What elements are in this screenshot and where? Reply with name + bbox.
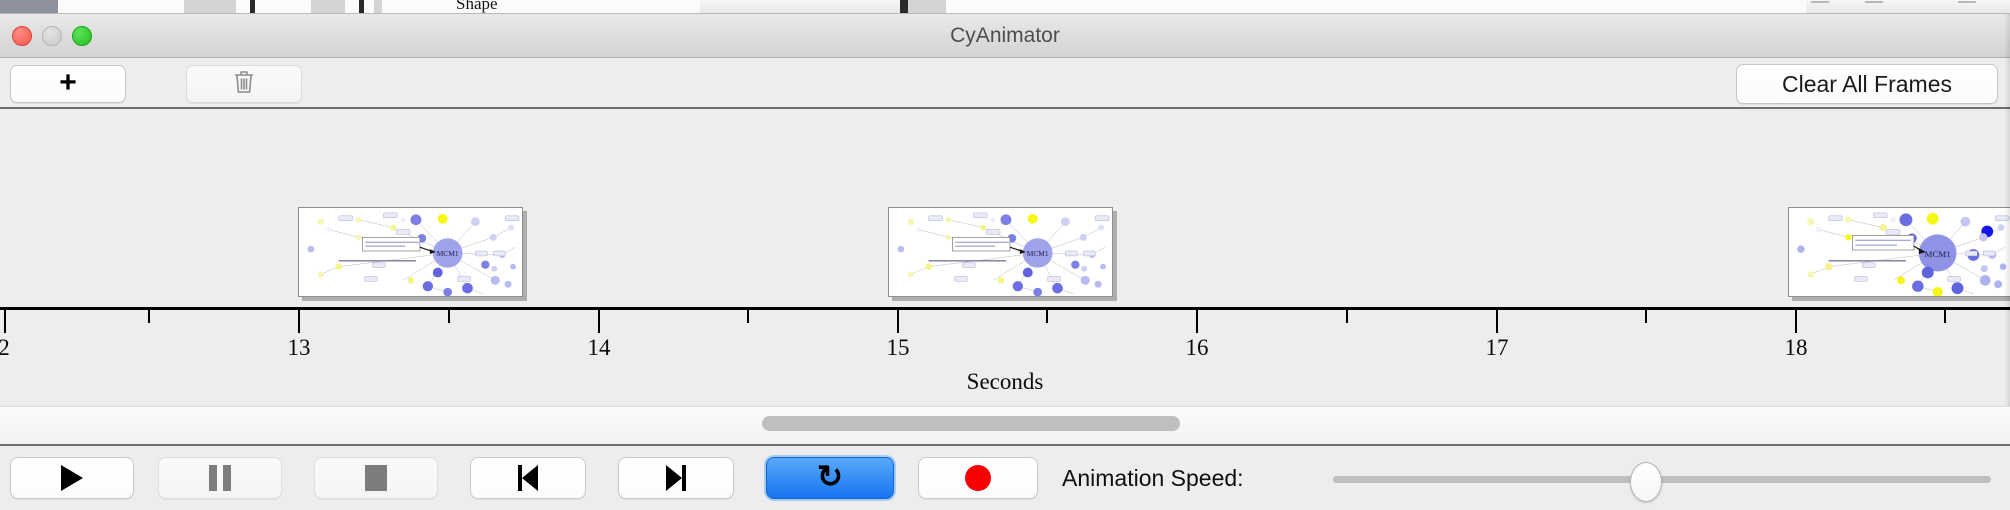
ruler-tick-minor: [1645, 310, 1647, 323]
loop-icon: ↻: [817, 458, 843, 494]
minimize-button[interactable]: [42, 26, 62, 46]
ruler-tick-major: [1196, 310, 1198, 333]
delete-frame-button[interactable]: [186, 65, 302, 103]
skip-back-icon: [518, 465, 538, 491]
stop-icon: [365, 465, 387, 491]
ruler-tick-label: 17: [1485, 335, 1509, 360]
window-controls: [12, 26, 92, 46]
ruler-tick-minor: [148, 310, 150, 323]
svg-text:MCM1: MCM1: [1027, 249, 1049, 258]
ruler-tick-label: 18: [1784, 335, 1808, 360]
timeline-frame-thumbnail[interactable]: MCM1: [298, 207, 523, 297]
ruler-tick-major: [298, 310, 300, 333]
clear-all-frames-label: Clear All Frames: [1782, 70, 1952, 97]
ruler-axis-title: Seconds: [966, 369, 1044, 394]
ruler-tick-major: [4, 310, 6, 333]
ruler-tick-minor: [1346, 310, 1348, 323]
playback-controls-bar: ↻ Animation Speed:: [0, 444, 2010, 510]
animation-speed-slider-track[interactable]: [1333, 476, 1991, 483]
ruler-tick-label: 14: [587, 335, 611, 360]
timeline-frames-area[interactable]: MCM1: [0, 111, 2010, 307]
skip-forward-icon: [666, 465, 686, 491]
background-window-label: Shape: [456, 0, 498, 13]
ruler-tick-major: [598, 310, 600, 333]
loop-button[interactable]: ↻: [766, 457, 894, 499]
ruler-axis-line: [0, 307, 2010, 310]
ruler-tick-minor: [1046, 310, 1048, 323]
svg-text:MCM1: MCM1: [437, 249, 459, 258]
ruler-tick-label: 15: [886, 335, 910, 360]
frame-thumbnail-image: MCM1: [298, 207, 523, 297]
ruler-tick-label: 16: [1185, 335, 1209, 360]
timeline-frame-thumbnail[interactable]: MCM1: [1788, 207, 2010, 297]
ruler-tick-label: 2: [0, 335, 10, 360]
animation-speed-label: Animation Speed:: [1062, 465, 1244, 491]
frame-thumbnail-image: MCM1: [888, 207, 1113, 297]
trash-icon: [233, 69, 255, 100]
frame-toolbar: + Clear All Frames: [0, 58, 2010, 109]
svg-text:MCM1: MCM1: [1925, 249, 1951, 259]
ruler-tick-minor: [747, 310, 749, 323]
clear-all-frames-button[interactable]: Clear All Frames: [1736, 64, 1998, 104]
ruler-tick-label: 13: [287, 335, 311, 360]
pause-icon: [209, 465, 231, 491]
play-button[interactable]: [10, 457, 134, 499]
plus-icon: +: [59, 65, 77, 99]
ruler-tick-major: [1496, 310, 1498, 333]
timeline-scrollbar-track[interactable]: [0, 406, 2010, 444]
record-button[interactable]: [918, 457, 1038, 499]
window-title: CyAnimator: [950, 24, 1060, 47]
timeline-ruler[interactable]: 2 13 14 15 16 17 18 Seconds: [0, 307, 2010, 405]
pause-button[interactable]: [158, 457, 282, 499]
ruler-tick-major: [897, 310, 899, 333]
close-button[interactable]: [12, 26, 32, 46]
background-window-chrome: Shape: [0, 0, 2010, 14]
timeline-scrollbar-thumb[interactable]: [762, 416, 1180, 431]
zoom-button[interactable]: [72, 26, 92, 46]
record-icon: [965, 465, 991, 491]
ruler-tick-minor: [1944, 310, 1946, 323]
ruler-tick-minor: [448, 310, 450, 323]
ruler-tick-major: [1795, 310, 1797, 333]
next-frame-button[interactable]: [618, 457, 734, 499]
stop-button[interactable]: [314, 457, 438, 499]
animation-speed-slider-thumb[interactable]: [1630, 462, 1662, 502]
window-edge-shadow: [2004, 14, 2010, 406]
prev-frame-button[interactable]: [470, 457, 586, 499]
timeline-frame-thumbnail[interactable]: MCM1: [888, 207, 1113, 297]
title-bar: CyAnimator: [0, 14, 2010, 58]
add-frame-button[interactable]: +: [10, 65, 126, 103]
frame-thumbnail-image: MCM1: [1788, 207, 2010, 297]
play-icon: [61, 465, 83, 491]
